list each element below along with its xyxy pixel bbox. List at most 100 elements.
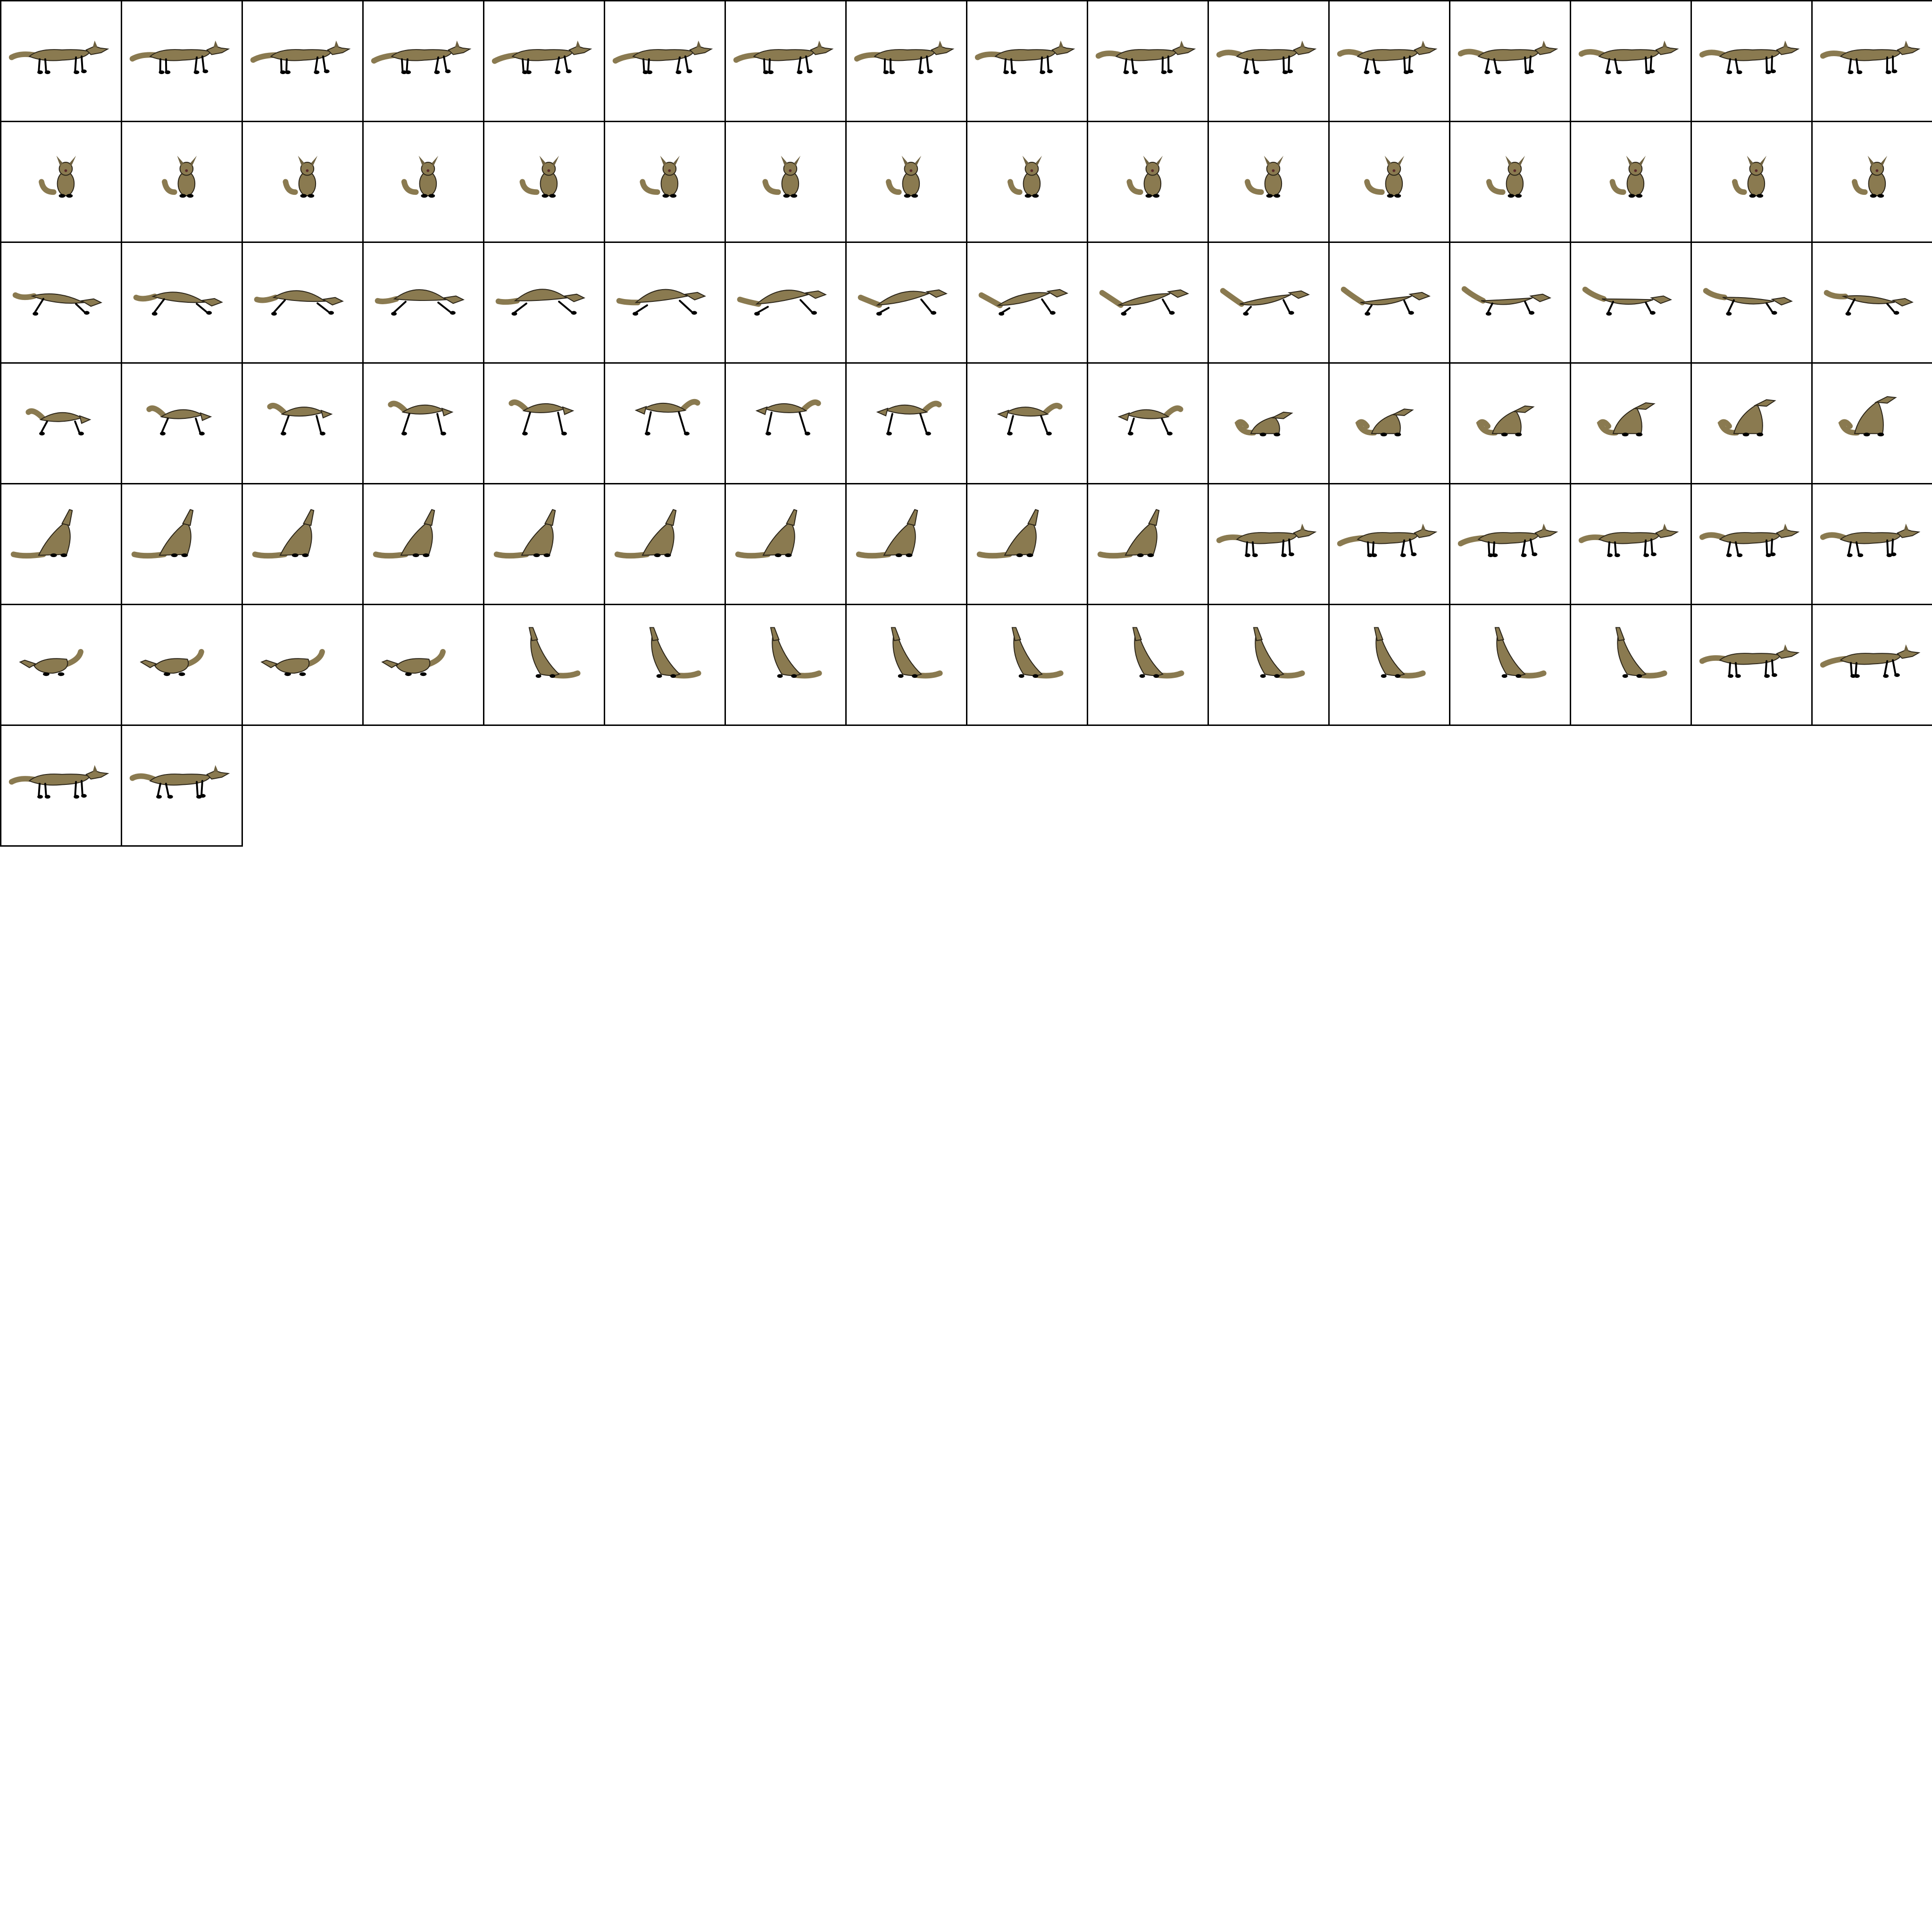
coyote-head — [1897, 649, 1921, 659]
sprite-frame-crouch — [0, 604, 122, 726]
front-right-leg — [443, 55, 448, 73]
front-left-leg — [314, 56, 319, 74]
sprite-frame-run — [845, 242, 967, 364]
sprite-frame-walk — [966, 0, 1088, 122]
coyote-head — [1408, 291, 1431, 300]
coyote-ear — [915, 156, 922, 166]
front-right-paw — [670, 194, 677, 198]
coyote-body — [753, 49, 816, 61]
coyote-figure — [1099, 289, 1189, 316]
front-left-paw — [179, 194, 186, 198]
front-paw — [785, 553, 792, 558]
coyote-nose — [306, 169, 309, 172]
front-leg — [1041, 298, 1052, 314]
front-left-paw — [1145, 194, 1152, 198]
front-paw — [1408, 311, 1414, 315]
sprite-frame-pounce — [242, 362, 364, 484]
coyote-figure — [612, 41, 713, 75]
coyote-sprite — [770, 627, 822, 679]
coyote-sprite — [1476, 405, 1535, 437]
coyote-head — [1534, 45, 1558, 55]
coyote-sprite — [978, 289, 1068, 316]
rear-paw — [670, 674, 676, 678]
coyote-sprite — [381, 649, 446, 676]
front-paw — [1501, 674, 1507, 678]
coyote-nose — [1272, 169, 1275, 172]
coyote-sprite — [495, 289, 585, 316]
front-right-paw — [1411, 552, 1417, 557]
coyote-tail — [1461, 286, 1486, 304]
front-right-leg — [201, 55, 205, 73]
front-left-leg — [1644, 539, 1647, 557]
coyote-figure — [1253, 627, 1305, 679]
coyote-body — [1124, 521, 1158, 556]
coyote-body — [395, 658, 431, 674]
rear-leg — [272, 299, 286, 315]
sprite-frame-return-to-walk — [1690, 604, 1813, 726]
rear-right-paw — [44, 795, 50, 799]
front-paw — [181, 553, 188, 558]
coyote-head — [662, 162, 677, 176]
coyote-ear — [1904, 644, 1909, 651]
rear-right-leg — [406, 58, 408, 74]
coyote-sprite — [1364, 156, 1405, 198]
rear-left-leg — [157, 783, 162, 798]
coyote-figure — [891, 627, 943, 679]
front-right-leg — [1408, 55, 1411, 73]
coyote-body — [651, 637, 681, 676]
coyote-ear — [552, 156, 559, 166]
rear-left-paw — [1484, 70, 1491, 75]
rear-left-paw — [1364, 70, 1370, 75]
coyote-sprite — [640, 156, 680, 198]
rear-paw — [1046, 432, 1052, 436]
rear-left-leg — [1124, 58, 1128, 74]
front-paw — [766, 432, 771, 436]
coyote-figure — [1582, 286, 1672, 316]
front-paw — [886, 432, 892, 436]
coyote-head — [1167, 289, 1189, 298]
rear-leg — [402, 413, 410, 435]
rear-paw — [171, 553, 178, 558]
rear-left-paw — [158, 70, 165, 75]
coyote-ear — [1300, 41, 1305, 47]
coyote-ear — [432, 156, 439, 166]
coyote-head — [563, 293, 585, 302]
sprite-frame-walk — [845, 0, 967, 122]
front-paw — [1147, 553, 1154, 558]
rear-right-leg — [1855, 58, 1859, 74]
coyote-tail — [1609, 179, 1626, 195]
coyote-nose — [1875, 169, 1879, 172]
coyote-sprite — [1244, 156, 1284, 198]
sprite-frame-howl-rearing — [604, 604, 726, 726]
front-right-leg — [564, 55, 568, 73]
front-left-leg — [1883, 660, 1889, 677]
coyote-ear — [660, 156, 667, 166]
coyote-ear — [213, 41, 218, 47]
coyote-ear — [1904, 41, 1909, 47]
coyote-ear — [1421, 524, 1426, 530]
coyote-tail — [25, 408, 45, 421]
rear-paw — [912, 674, 918, 678]
rear-paw — [1395, 674, 1401, 678]
coyote-ear — [673, 156, 680, 166]
coyote-sprite — [1609, 156, 1646, 198]
coyote-body — [1117, 293, 1171, 306]
coyote-ear — [1022, 156, 1029, 166]
coyote-ear — [311, 156, 318, 166]
coyote-figure — [614, 509, 677, 559]
front-left-paw — [1400, 553, 1406, 558]
coyote-head — [1776, 45, 1800, 55]
front-paw — [42, 672, 50, 676]
coyote-tail — [1597, 419, 1619, 436]
front-paw — [543, 553, 550, 558]
coyote-sprite — [1011, 627, 1064, 679]
rear-left-leg — [1727, 58, 1732, 74]
coyote-tail — [267, 403, 287, 415]
front-left-leg — [1403, 56, 1406, 74]
rear-paw — [1501, 433, 1508, 437]
coyote-body — [1239, 294, 1291, 306]
sprite-frame-run — [242, 242, 364, 364]
rear-paw — [805, 432, 810, 436]
sprite-frame-run — [1570, 242, 1692, 364]
coyote-body — [1375, 637, 1405, 676]
